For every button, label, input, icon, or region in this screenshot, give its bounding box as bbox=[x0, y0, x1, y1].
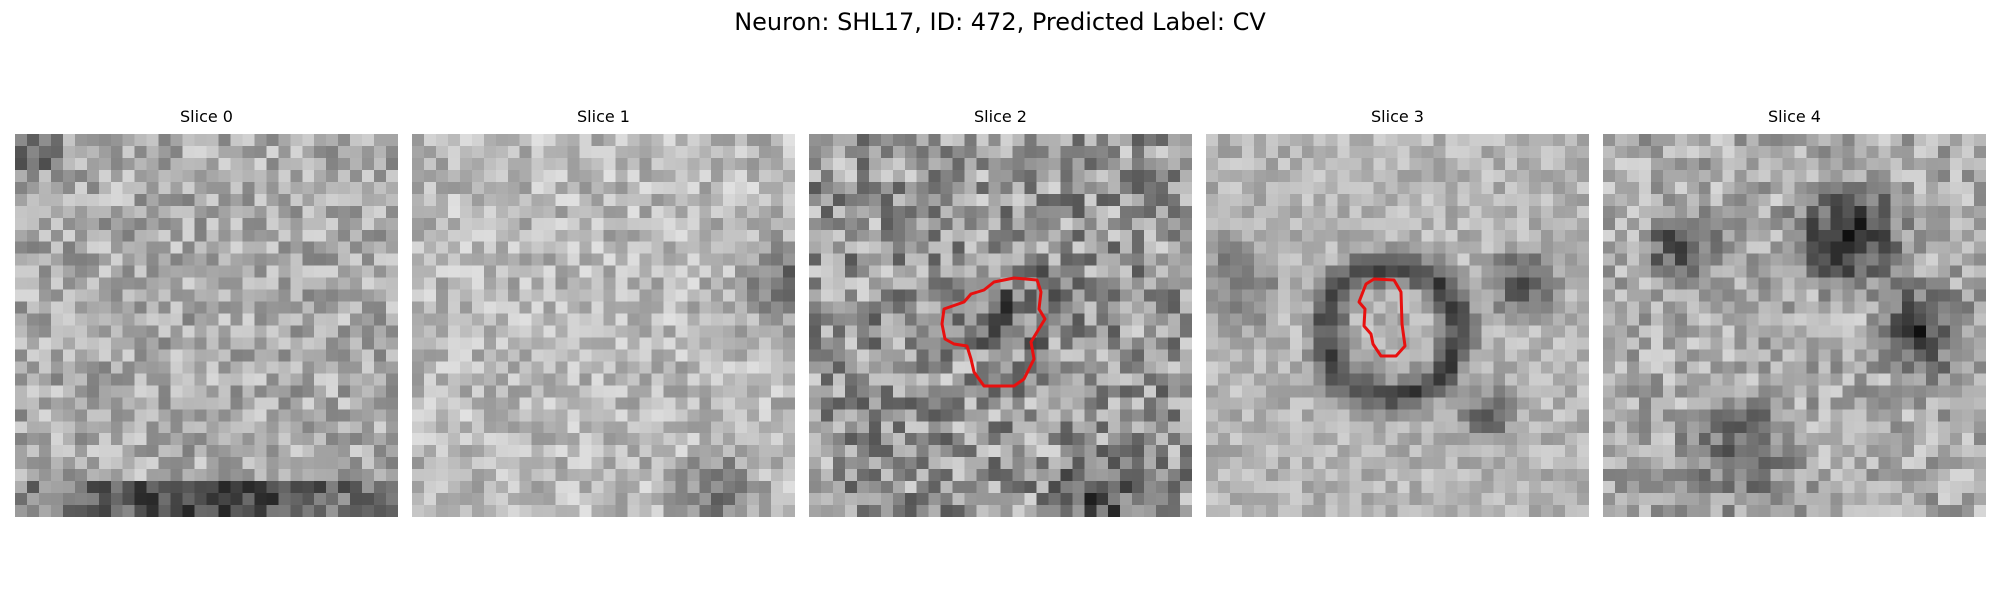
slice-title-1: Slice 1 bbox=[577, 107, 630, 126]
figure-title: Neuron: SHL17, ID: 472, Predicted Label:… bbox=[734, 8, 1266, 36]
slice-image-4 bbox=[1603, 134, 1986, 517]
slice-title-0: Slice 0 bbox=[180, 107, 233, 126]
slice-image-2 bbox=[809, 134, 1192, 517]
slice-title-4: Slice 4 bbox=[1768, 107, 1821, 126]
slice-image-3 bbox=[1206, 134, 1589, 517]
slice-title-3: Slice 3 bbox=[1371, 107, 1424, 126]
slice-image-1 bbox=[412, 134, 795, 517]
slice-title-2: Slice 2 bbox=[974, 107, 1027, 126]
slice-image-0 bbox=[15, 134, 398, 517]
